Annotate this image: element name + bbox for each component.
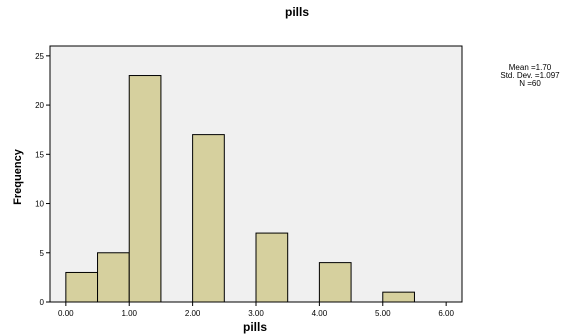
stat-line: N =60 (519, 79, 541, 88)
y-tick-label: 20 (35, 101, 44, 110)
histogram-bar (65, 271, 99, 303)
y-tick-label: 25 (35, 52, 44, 61)
histogram-bar (192, 134, 225, 303)
x-tick-label: 2.00 (185, 309, 201, 318)
x-tick-label: 0.00 (58, 309, 74, 318)
stat-line: Std. Dev. =1.097 (500, 71, 560, 80)
histogram-bar (382, 291, 415, 303)
y-tick-label: 5 (40, 249, 45, 258)
x-tick-label: 6.00 (438, 309, 454, 318)
x-tick-label: 3.00 (248, 309, 264, 318)
histogram-bar (318, 262, 352, 303)
x-tick-label: 5.00 (375, 309, 391, 318)
x-tick-label: 1.00 (121, 309, 137, 318)
x-tick-label: 4.00 (312, 309, 328, 318)
y-axis-label: Frequency (12, 148, 24, 205)
histogram-bar (255, 232, 289, 303)
y-tick-label: 10 (35, 200, 44, 209)
y-tick-label: 15 (35, 150, 44, 159)
histogram-bar (97, 252, 130, 303)
chart-title: pills (285, 5, 309, 19)
stat-line: Mean =1.70 (509, 63, 552, 72)
histogram-bar (128, 75, 162, 303)
y-tick-label: 0 (40, 298, 45, 307)
x-axis-label: pills (243, 320, 267, 334)
